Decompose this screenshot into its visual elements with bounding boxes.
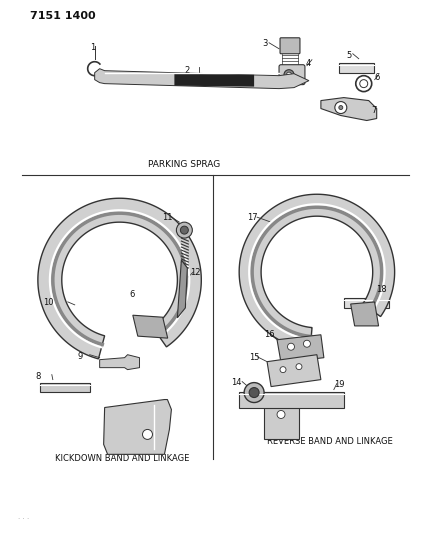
Circle shape [176, 222, 192, 238]
Circle shape [277, 410, 285, 418]
Text: 7: 7 [372, 106, 377, 115]
Text: 15: 15 [249, 353, 260, 362]
Circle shape [280, 367, 286, 373]
Circle shape [284, 70, 294, 79]
Polygon shape [321, 98, 377, 120]
FancyBboxPatch shape [280, 38, 300, 54]
Polygon shape [133, 315, 168, 338]
Polygon shape [38, 198, 201, 359]
Text: 4: 4 [306, 59, 311, 68]
Polygon shape [351, 302, 378, 326]
Text: 5: 5 [347, 51, 352, 60]
Polygon shape [339, 63, 374, 72]
Text: 16: 16 [264, 330, 275, 339]
Circle shape [339, 106, 343, 110]
Circle shape [143, 430, 152, 439]
Text: 9: 9 [78, 352, 83, 361]
Text: 6: 6 [374, 72, 380, 82]
Polygon shape [239, 392, 344, 408]
Text: 12: 12 [190, 268, 201, 277]
Circle shape [288, 343, 294, 350]
Polygon shape [264, 392, 299, 439]
Text: 10: 10 [43, 298, 54, 307]
Polygon shape [104, 400, 171, 454]
Text: 19: 19 [334, 379, 345, 389]
Text: 6: 6 [130, 290, 135, 299]
Circle shape [335, 102, 347, 114]
Text: 8: 8 [35, 372, 40, 381]
Polygon shape [267, 354, 321, 386]
Text: REVERSE BAND AND LINKAGE: REVERSE BAND AND LINKAGE [267, 438, 393, 447]
Text: 7151 1400: 7151 1400 [30, 11, 95, 21]
Text: 11: 11 [163, 213, 173, 222]
Polygon shape [239, 194, 395, 350]
Polygon shape [344, 298, 389, 308]
Text: 14: 14 [231, 377, 242, 386]
Text: 17: 17 [247, 213, 258, 222]
Text: 13: 13 [152, 401, 162, 410]
Circle shape [180, 226, 188, 234]
FancyBboxPatch shape [279, 64, 305, 85]
Text: KICKDOWN BAND AND LINKAGE: KICKDOWN BAND AND LINKAGE [55, 454, 189, 463]
Polygon shape [100, 354, 140, 370]
Text: . . .: . . . [18, 514, 29, 520]
Text: PARKING SPRAG: PARKING SPRAG [148, 160, 220, 169]
Polygon shape [177, 260, 187, 318]
Polygon shape [277, 335, 324, 362]
Circle shape [286, 72, 291, 77]
Circle shape [296, 364, 302, 370]
Polygon shape [95, 69, 309, 88]
Text: 2: 2 [184, 66, 190, 75]
Circle shape [249, 387, 259, 398]
Text: 3: 3 [262, 39, 268, 48]
Text: 1: 1 [90, 43, 95, 52]
Polygon shape [174, 74, 254, 87]
Text: 18: 18 [376, 285, 386, 294]
Polygon shape [40, 383, 90, 392]
Circle shape [303, 340, 310, 347]
Circle shape [244, 383, 264, 402]
